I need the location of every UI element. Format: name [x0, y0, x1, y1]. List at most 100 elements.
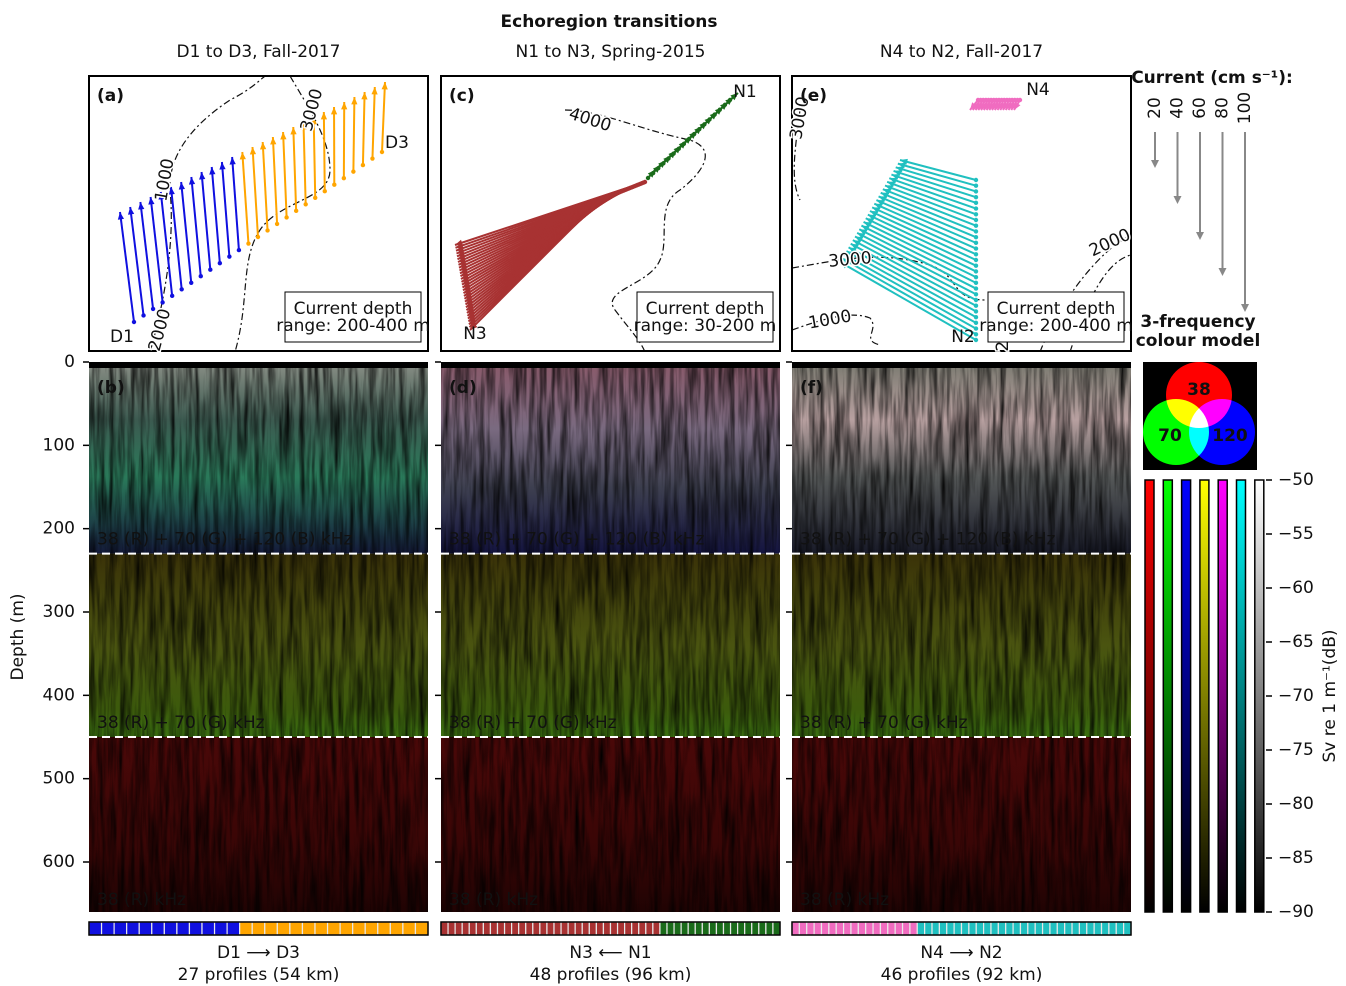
vector-tail — [293, 208, 299, 214]
profile-segment — [475, 921, 484, 936]
vector-head — [842, 258, 851, 265]
current-vector — [895, 166, 977, 193]
vector-tail — [973, 326, 979, 331]
current-vector — [854, 235, 977, 301]
profile-segment — [151, 921, 165, 936]
vector-tail — [189, 280, 194, 285]
vector-tail — [179, 287, 184, 292]
vector-tail — [717, 107, 722, 112]
current-vector — [292, 126, 298, 211]
profile-segment — [113, 921, 128, 936]
depth-note-box — [636, 291, 774, 343]
vector-tail — [131, 319, 137, 325]
current-vector — [891, 173, 977, 204]
endpoint-label: N1 — [733, 82, 757, 102]
vector-tail — [973, 212, 979, 217]
vector-tail — [246, 241, 251, 246]
colorbar-tick-label: −50 — [1278, 470, 1314, 490]
profile-segment — [680, 921, 689, 936]
current-vector — [282, 131, 288, 218]
profile-segment — [715, 921, 725, 936]
current-vector — [169, 186, 183, 290]
current-vector — [878, 195, 977, 239]
profile-segment — [546, 921, 555, 936]
profile-segment — [1100, 921, 1110, 936]
endpoint-label: D3 — [385, 133, 409, 153]
vector-head — [1003, 102, 1010, 110]
vector-tail — [671, 151, 676, 156]
vector-tail — [973, 320, 979, 326]
vector-head — [158, 192, 165, 200]
profile-segment — [687, 921, 696, 936]
profile-segment — [772, 921, 781, 936]
current-vector — [865, 217, 977, 273]
colorbar — [1180, 479, 1192, 913]
colorbar-label: Sv re 1 m⁻¹(dB) — [1320, 629, 1340, 762]
profile-segment — [872, 921, 882, 936]
vector-head — [975, 102, 983, 110]
profile-segment — [574, 921, 583, 936]
vector-head — [178, 182, 185, 190]
vector-head — [863, 221, 872, 228]
vector-head — [209, 167, 216, 175]
vector-head — [855, 236, 863, 243]
colorbar-tick-label: −90 — [1278, 902, 1314, 922]
profile-segment — [865, 921, 874, 936]
profile-segment — [946, 921, 955, 936]
profile-segment — [828, 921, 837, 936]
transect-label: N4 ⟶ N2 — [920, 943, 1002, 963]
profile-segment — [454, 921, 463, 936]
color-model-label: 70 — [1158, 426, 1182, 446]
vector-head — [848, 247, 857, 254]
echogram-texture — [441, 362, 780, 912]
current-vector — [139, 201, 155, 310]
profile-segment — [251, 921, 266, 936]
vector-tail — [661, 161, 666, 166]
current-vector — [200, 171, 212, 270]
profile-segment — [722, 921, 732, 936]
vector-head — [138, 202, 145, 210]
vector-head — [351, 97, 358, 105]
profile-segment — [377, 921, 391, 936]
current-vector — [858, 228, 977, 290]
profile-segment — [835, 921, 845, 936]
vector-head — [840, 262, 848, 269]
vector-tail — [150, 306, 156, 312]
vector-head — [857, 232, 866, 240]
vector-tail — [141, 313, 146, 318]
map-panel — [88, 75, 429, 352]
color-model-label: 120 — [1212, 426, 1248, 446]
vector-tail — [973, 337, 979, 343]
speed-arrow-head — [1241, 304, 1249, 312]
vector-head — [300, 122, 307, 130]
vector-head — [885, 185, 893, 192]
panel-label: (c) — [449, 86, 475, 106]
profile-segment — [631, 921, 640, 936]
column-title: D1 to D3, Fall-2017 — [177, 42, 341, 62]
vector-head — [1000, 102, 1007, 110]
endpoint-label: N2 — [951, 327, 975, 347]
vector-head — [861, 225, 870, 232]
profile-segment — [588, 921, 597, 936]
profile-segment — [673, 921, 682, 936]
profile-segment — [352, 921, 366, 936]
panel-label: (b) — [97, 378, 125, 398]
profile-segment — [602, 921, 612, 936]
vector-tail — [727, 97, 733, 103]
vector-head — [199, 172, 206, 180]
vector-tail — [691, 131, 697, 137]
vector-tail — [973, 217, 979, 223]
vector-tail — [973, 206, 979, 211]
colorbar — [1235, 479, 1247, 913]
vector-head — [895, 166, 904, 173]
vector-tail — [284, 215, 289, 220]
profile-segment — [751, 921, 760, 936]
color-circle — [1143, 399, 1209, 465]
panel-label: (a) — [97, 86, 124, 106]
y-tick-label: 500 — [43, 769, 75, 789]
profile-segment — [1049, 921, 1058, 936]
current-vector — [856, 231, 977, 296]
profile-segment — [924, 921, 933, 936]
vector-head — [972, 102, 980, 110]
profile-segment — [765, 921, 774, 936]
